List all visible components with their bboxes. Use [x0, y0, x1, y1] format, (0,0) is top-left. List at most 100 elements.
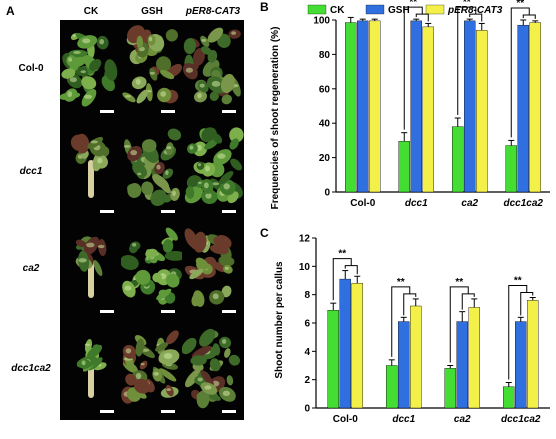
- chart-b-bar-dcc1ca2-ck: [505, 145, 517, 193]
- leaf-highlight: [149, 36, 153, 42]
- chart-b-bar-ca2-ck: [452, 126, 464, 193]
- leaf: [162, 239, 174, 253]
- leaf-highlight: [140, 362, 145, 366]
- leaf-highlight: [99, 39, 105, 45]
- leaf: [221, 285, 232, 298]
- chart-b-y-tick-label: 100: [313, 16, 330, 27]
- leaf-highlight: [68, 57, 72, 62]
- panel-letter-c: C: [260, 226, 269, 240]
- chart-c-bar-dcc1ca2-ck: [503, 386, 515, 409]
- chart-c-bar-ca2-per8-cat3: [468, 307, 480, 409]
- chart-b-bar-ca2-gsh: [464, 20, 476, 193]
- leaf: [104, 59, 118, 81]
- chart-b-significance-label: **: [516, 0, 524, 9]
- column-header-gsh: GSH: [141, 6, 163, 17]
- leaf: [150, 189, 167, 206]
- chart-b-bar-col-0-ck: [345, 22, 357, 193]
- panel-letter-b: B: [260, 0, 269, 14]
- leaf-highlight: [231, 31, 237, 35]
- chart-b-y-tick-label: 20: [319, 153, 331, 164]
- leaf-highlight: [78, 258, 87, 263]
- column-header-ck: CK: [83, 6, 99, 17]
- leaf-highlight: [163, 353, 173, 359]
- leaf: [196, 390, 210, 409]
- leaf: [135, 269, 151, 285]
- leaf: [131, 388, 147, 399]
- leaf: [189, 268, 204, 280]
- leaf: [195, 257, 209, 270]
- chart-b-bar-col-0-per8-cat3: [369, 20, 381, 193]
- plant-illustration: [75, 236, 114, 313]
- plant-illustration: [184, 228, 236, 313]
- leaf-highlight: [211, 80, 221, 87]
- leaf-highlight: [90, 140, 98, 144]
- leaf: [230, 158, 243, 171]
- leaf: [209, 91, 219, 101]
- leaf: [152, 272, 162, 283]
- chart-b-plot-area: 0 20 40 60 80 100 Col-0 dcc1 ** ca2 ** dcc1ca2 **: [313, 0, 550, 209]
- leaf: [193, 231, 207, 253]
- chart-c-significance-label: **: [338, 249, 346, 260]
- leaf-highlight: [198, 181, 202, 184]
- scale-bar: [161, 210, 175, 213]
- leaf: [121, 255, 139, 270]
- plant-photo-dcc1-gsh: [121, 120, 183, 220]
- plant-illustration: [76, 339, 114, 413]
- legend-label-gsh: GSH: [388, 5, 410, 16]
- chart-b-y-tick-label: 40: [319, 119, 331, 130]
- chart-b-bar-ca2-per8-cat3: [476, 30, 488, 193]
- leaf: [136, 35, 144, 49]
- row-header-ca2: ca2: [22, 263, 40, 274]
- chart-c-significance-bracket: [508, 285, 528, 380]
- leaf-highlight: [81, 360, 86, 366]
- leaf: [184, 228, 198, 249]
- plant-illustration: [184, 127, 244, 213]
- leaf: [159, 368, 177, 382]
- chart-c-category-label: dcc1: [392, 414, 415, 425]
- panel-letter-a: A: [6, 4, 15, 18]
- chart-c-y-tick-label: 4: [304, 347, 310, 358]
- chart-b-bar-dcc1ca2-gsh: [517, 24, 529, 193]
- leaf: [199, 328, 216, 347]
- leaf: [229, 138, 239, 150]
- leaf-highlight: [86, 242, 95, 248]
- row-header-col-0: Col-0: [18, 63, 44, 74]
- leaf: [200, 370, 214, 387]
- chart-b-category-label: Col-0: [350, 198, 375, 209]
- leaf: [61, 68, 76, 79]
- scale-bar: [100, 310, 114, 313]
- leaf: [218, 171, 234, 185]
- chart-b-bar-dcc1-per8-cat3: [422, 26, 434, 193]
- chart-c-category-label: ca2: [454, 414, 471, 425]
- plant-illustration: [121, 330, 180, 413]
- plant-photo-col-0-ck: [60, 20, 122, 120]
- chart-c-bar-col-0-ck: [327, 310, 339, 409]
- leaf: [135, 338, 145, 357]
- chart-b-category-label: ca2: [461, 198, 478, 209]
- chart-c-significance-label: **: [455, 277, 463, 288]
- plant-photo-dcc1-per8-cat3: [182, 120, 244, 220]
- leaf: [152, 174, 170, 190]
- leaf: [228, 354, 241, 366]
- chart-c-significance-bracket: [344, 265, 358, 275]
- chart-b-bar-dcc1-gsh: [410, 20, 422, 193]
- leaf: [207, 27, 224, 43]
- chart-c-y-tick-label: 12: [299, 234, 311, 245]
- row-header-dcc1: dcc1: [19, 166, 43, 177]
- plant-stem: [88, 160, 94, 198]
- chart-b-significance-bracket: [522, 14, 536, 19]
- chart-b-legend: CK GSH pER8-CAT3: [307, 4, 503, 16]
- chart-c-y-tick-label: 6: [304, 319, 310, 330]
- plant-illustration: [122, 25, 183, 113]
- leaf: [221, 94, 233, 105]
- chart-b-significance-label: **: [409, 0, 417, 8]
- chart-c-y-tick-label: 10: [299, 262, 311, 273]
- chart-c-significance-bracket: [391, 286, 411, 357]
- leaf: [165, 29, 179, 42]
- chart-c-y-tick-label: 8: [304, 290, 310, 301]
- chart-b-bar-dcc1ca2-per8-cat3: [529, 22, 541, 193]
- leaf-highlight: [165, 170, 169, 176]
- scale-bar: [100, 410, 114, 413]
- leaf-highlight: [172, 190, 176, 196]
- chart-b-y-tick-label: 60: [319, 84, 331, 95]
